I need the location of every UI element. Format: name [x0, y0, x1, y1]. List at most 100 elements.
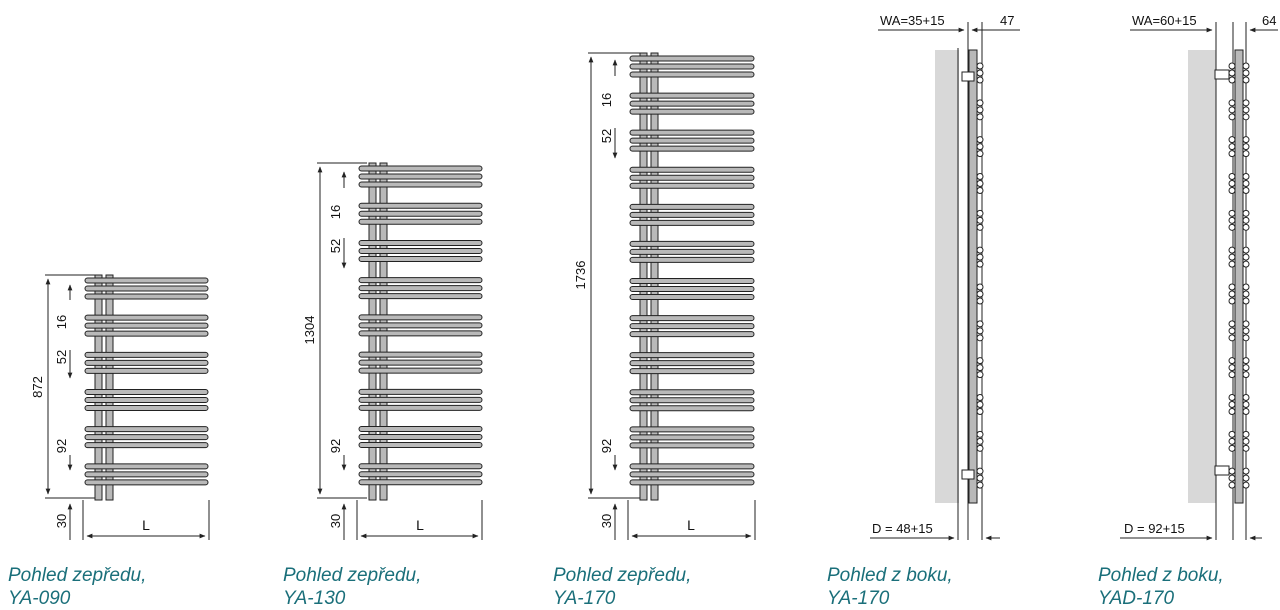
bar-end-circle: [1228, 209, 1236, 217]
bar-end-circle: [1228, 327, 1236, 335]
towel-bar: [84, 426, 209, 433]
bar-end-circle: [1228, 113, 1236, 121]
towel-bar: [629, 397, 755, 404]
towel-bar: [358, 173, 483, 180]
towel-bar: [358, 396, 483, 403]
caption-front-ya-130: Pohled zepředu, YA-130: [283, 564, 421, 610]
bar-end-circle: [976, 62, 984, 70]
towel-bar: [358, 330, 483, 337]
towel-bar: [629, 278, 755, 284]
vertical-column: [650, 52, 659, 501]
bar-end-circle: [1228, 290, 1236, 298]
caption-line-1: Pohled z boku,: [1098, 565, 1224, 586]
towel-bar: [358, 351, 483, 358]
bar-end-circle: [976, 260, 984, 268]
towel-bar: [84, 330, 209, 337]
towel-bar: [358, 434, 483, 441]
caption-front-ya-090: Pohled zepředu, YA-090: [8, 564, 146, 610]
towel-bar: [84, 351, 209, 358]
caption-line-1: Pohled zepředu,: [553, 565, 692, 586]
towel-bar: [629, 92, 755, 99]
towel-bar: [358, 442, 483, 449]
bar-end-circle: [976, 283, 984, 291]
towel-bar: [629, 129, 755, 136]
bar-end-circle: [1228, 364, 1236, 372]
towel-bar: [629, 442, 755, 449]
bar-end-circle: [1228, 62, 1236, 70]
bar-end-circle: [1242, 136, 1250, 144]
vertical-column: [639, 52, 648, 501]
towel-bar: [629, 352, 755, 359]
wall-bracket: [961, 71, 975, 480]
gap-label: 52: [599, 129, 614, 143]
caption-front-ya-170: Pohled zepředu, YA-170: [553, 564, 691, 610]
towel-bar: [358, 388, 483, 395]
towel-bar: [84, 471, 209, 478]
bar-end-circle: [1228, 106, 1236, 114]
bar-end-circle: [1228, 283, 1236, 291]
towel-bar: [84, 442, 209, 449]
bar-end-circle: [976, 180, 984, 187]
bar-end-circle: [1242, 467, 1250, 475]
towel-bar: [629, 55, 755, 62]
front-view-ya-090: 872 16 52 92 30 L: [30, 274, 210, 540]
towel-bar: [358, 367, 483, 374]
bar-end-circle: [976, 99, 984, 107]
bar-end-circle: [1242, 216, 1250, 224]
caption-side-yad-170: Pohled z boku, YAD-170: [1098, 564, 1224, 610]
bar-end-circle: [976, 69, 984, 77]
bar-end-circle: [976, 371, 984, 379]
bar-end-circle: [1228, 253, 1236, 261]
vertical-column: [94, 274, 103, 501]
bar-end-circle: [976, 209, 984, 217]
towel-bar: [84, 479, 209, 486]
radiator-column: [968, 49, 978, 504]
depth-label: 47: [1000, 13, 1014, 28]
towel-bar: [629, 426, 755, 433]
towel-bar: [629, 248, 755, 255]
towel-bar: [629, 219, 755, 226]
towel-bar: [84, 397, 209, 403]
wall-distance-label: WA=60+15: [1132, 13, 1197, 28]
towel-bar: [84, 367, 209, 374]
bar-end-circle: [1228, 297, 1236, 305]
towel-bar: [629, 137, 755, 144]
bar-end-circle: [1242, 180, 1250, 187]
bar-end-circle: [1242, 474, 1250, 482]
bottom-pitch-label: 92: [54, 439, 69, 453]
bar-end-circle: [976, 437, 984, 445]
towel-bar: [629, 405, 755, 412]
bar-ends: [976, 62, 984, 489]
towel-bar: [84, 463, 209, 470]
towel-bar: [629, 294, 755, 300]
pitch-label: 16: [599, 93, 614, 107]
towel-bar: [358, 247, 483, 254]
towel-bar: [629, 166, 755, 173]
bar-end-circle: [1242, 437, 1250, 445]
towel-bar: [629, 174, 755, 181]
bar-end-circle: [1242, 357, 1250, 365]
towel-bar: [629, 145, 755, 152]
bar-end-circle: [976, 76, 984, 84]
towel-bar: [358, 255, 483, 262]
bar-end-circle: [1228, 408, 1236, 415]
towel-bar: [629, 368, 755, 375]
bar-end-circle: [1242, 62, 1250, 70]
width-label: L: [142, 517, 150, 533]
gap-label: 52: [328, 239, 343, 253]
bar-end-circle: [1242, 371, 1250, 379]
towel-bar: [358, 165, 483, 172]
bar-end-circle: [1242, 430, 1250, 438]
height-label: 872: [30, 376, 45, 398]
towel-bar: [358, 322, 483, 329]
bar-end-circle: [1242, 69, 1250, 77]
bar-end-circle: [1228, 437, 1236, 445]
front-view-ya-170: 1736 16 52 92 30 L: [573, 52, 756, 540]
bar-end-circle: [976, 143, 984, 151]
towel-bars: [84, 274, 209, 501]
bar-end-circle: [1242, 246, 1250, 254]
towel-bar: [629, 256, 755, 263]
bar-end-circle: [1228, 357, 1236, 365]
towel-bar: [358, 239, 483, 246]
bar-end-circle: [1228, 180, 1236, 187]
